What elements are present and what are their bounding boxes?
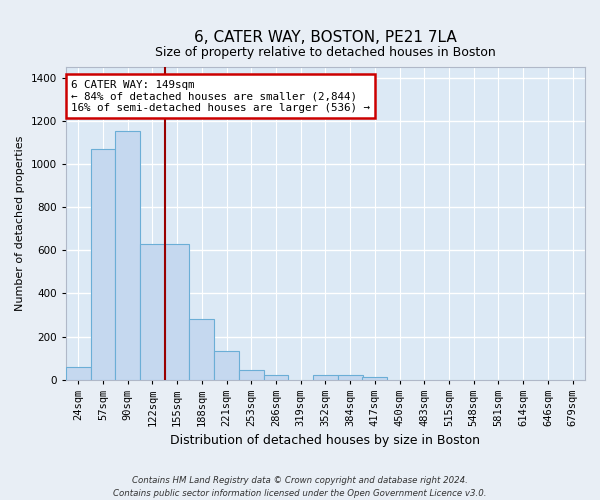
Bar — [140, 244, 165, 380]
Text: Contains HM Land Registry data © Crown copyright and database right 2024.
Contai: Contains HM Land Registry data © Crown c… — [113, 476, 487, 498]
Bar — [91, 149, 115, 380]
Bar — [338, 376, 362, 380]
Bar — [66, 366, 91, 380]
Bar — [239, 370, 263, 380]
Bar — [313, 376, 338, 380]
Bar — [115, 130, 140, 380]
Bar — [263, 376, 289, 380]
Title: 6, CATER WAY, BOSTON, PE21 7LA: 6, CATER WAY, BOSTON, PE21 7LA — [194, 30, 457, 45]
Bar — [214, 350, 239, 380]
Y-axis label: Number of detached properties: Number of detached properties — [15, 136, 25, 311]
Text: 6 CATER WAY: 149sqm
← 84% of detached houses are smaller (2,844)
16% of semi-det: 6 CATER WAY: 149sqm ← 84% of detached ho… — [71, 80, 370, 112]
Text: Size of property relative to detached houses in Boston: Size of property relative to detached ho… — [155, 46, 496, 59]
Bar — [190, 320, 214, 380]
Bar — [362, 378, 387, 380]
Bar — [165, 244, 190, 380]
X-axis label: Distribution of detached houses by size in Boston: Distribution of detached houses by size … — [170, 434, 481, 448]
